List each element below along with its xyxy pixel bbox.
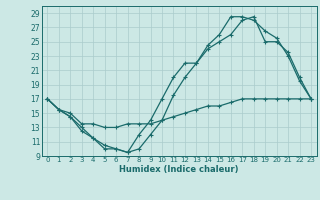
X-axis label: Humidex (Indice chaleur): Humidex (Indice chaleur) [119, 165, 239, 174]
